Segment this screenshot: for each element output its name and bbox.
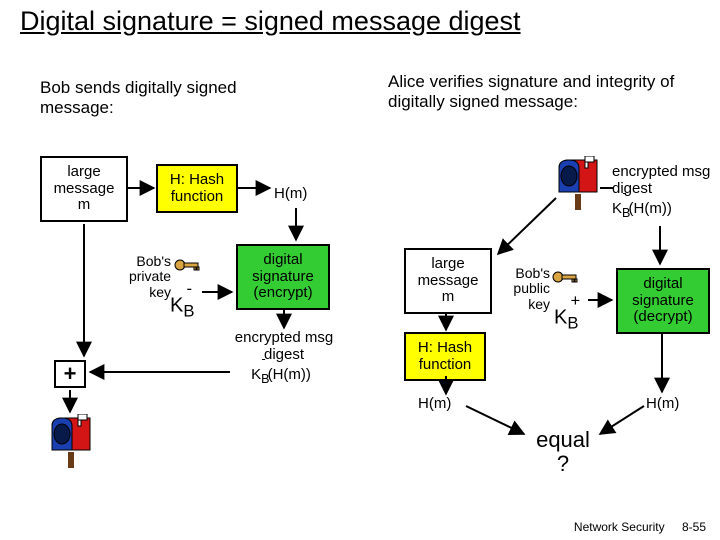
concat-plus: + [54, 360, 86, 388]
aed-sup: - [622, 186, 626, 200]
alice-hash-box: H: Hash function [404, 332, 486, 381]
kb-sup: - [186, 279, 192, 298]
footer-text: Network Security [574, 520, 665, 534]
aed-arg: (H(m)) [629, 200, 672, 217]
pk-k: K [554, 307, 567, 329]
aed-k: K [612, 200, 622, 217]
bob-heading: Bob sends digitally signed message: [40, 78, 300, 119]
alice-hm-left: H(m) [418, 396, 451, 413]
enc-digest-text: encrypted msg digest [232, 330, 336, 363]
bob-sign-box: digital signature (encrypt) [236, 244, 330, 310]
key-icon [552, 270, 578, 284]
key-icon [174, 258, 200, 272]
bob-public-key-label: Bob's public key [500, 266, 550, 312]
pk-sup: + [570, 291, 580, 310]
ed-sup: - [261, 352, 265, 366]
kb-k: K [170, 295, 183, 317]
alice-heading: Alice verifies signature and integrity o… [388, 72, 698, 113]
ed-arg: (H(m)) [268, 366, 311, 383]
bob-private-key-symbol: KB- [170, 290, 200, 321]
mailbox-icon [555, 156, 601, 212]
bob-hash-box: H: Hash function [156, 164, 238, 213]
slide-footer: Network Security 8-55 [574, 520, 706, 534]
alice-hm-right: H(m) [646, 396, 679, 413]
bob-encrypted-digest: encrypted msg digest KB-(H(m)) [232, 330, 336, 387]
bob-public-key-symbol: KB+ [554, 302, 588, 333]
kb-sub: B [183, 302, 194, 321]
alice-verify-box: digital signature (decrypt) [616, 268, 710, 334]
bob-hm: H(m) [274, 186, 307, 203]
mailbox-icon [48, 414, 94, 470]
a-enc-digest-formula: KB-(H(m)) [612, 197, 712, 221]
alice-encrypted-digest: encrypted msg digest KB-(H(m)) [612, 164, 712, 221]
bob-private-key-label: Bob's private key [111, 254, 171, 300]
slide-title: Digital signature = signed message diges… [20, 6, 521, 37]
equal-question: equal ? [528, 428, 598, 476]
enc-digest-formula: KB-(H(m)) [232, 363, 336, 387]
pk-sub: B [567, 314, 578, 333]
alice-large-message-box: large message m [404, 248, 492, 314]
a-enc-digest-text: encrypted msg digest [612, 164, 712, 197]
ed-k: K [251, 366, 261, 383]
bob-large-message-box: large message m [40, 156, 128, 222]
footer-page: 8-55 [682, 520, 706, 534]
